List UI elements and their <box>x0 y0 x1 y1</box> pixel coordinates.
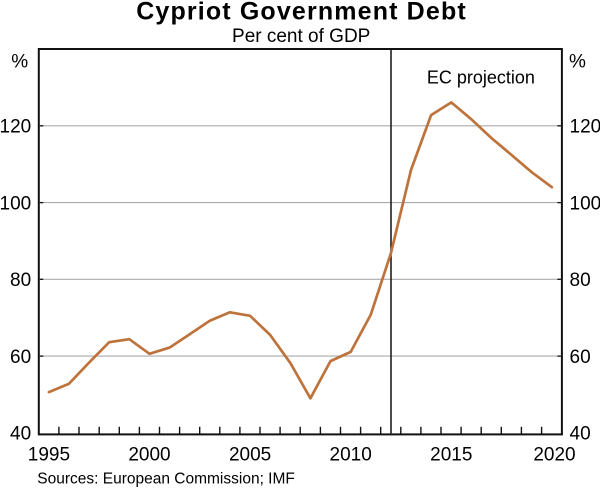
svg-text:120: 120 <box>570 117 600 138</box>
svg-text:Per cent of GDP: Per cent of GDP <box>232 26 370 47</box>
svg-text:%: % <box>11 52 28 73</box>
svg-text:80: 80 <box>570 270 591 291</box>
svg-text:%: % <box>569 52 586 73</box>
svg-text:100: 100 <box>570 194 600 215</box>
svg-text:2005: 2005 <box>229 444 271 465</box>
svg-text:60: 60 <box>10 347 31 368</box>
svg-text:2015: 2015 <box>430 444 472 465</box>
svg-text:120: 120 <box>0 117 31 138</box>
svg-text:2010: 2010 <box>330 444 372 465</box>
svg-text:80: 80 <box>10 270 31 291</box>
svg-text:Sources: European Commission;: Sources: European Commission; IMF <box>37 470 295 487</box>
svg-text:60: 60 <box>570 347 591 368</box>
svg-text:2020: 2020 <box>533 444 575 465</box>
svg-text:1995: 1995 <box>28 444 70 465</box>
svg-text:40: 40 <box>570 424 591 445</box>
svg-text:EC projection: EC projection <box>427 67 535 87</box>
svg-text:2000: 2000 <box>128 444 170 465</box>
svg-text:40: 40 <box>10 424 31 445</box>
svg-text:Cypriot Government Debt: Cypriot Government Debt <box>136 0 467 25</box>
svg-text:100: 100 <box>0 194 31 215</box>
